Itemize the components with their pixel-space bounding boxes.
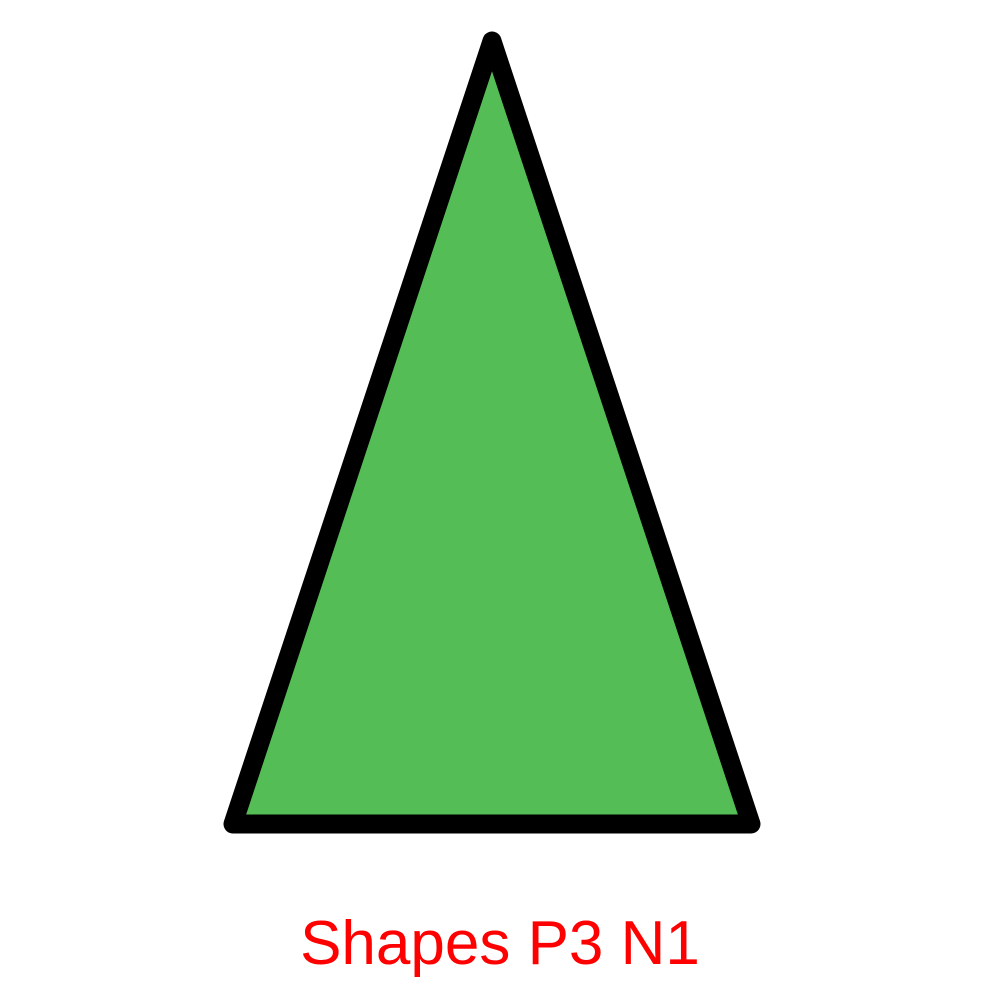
shape-caption: Shapes P3 N1 (300, 909, 700, 978)
green-triangle (223, 31, 761, 834)
